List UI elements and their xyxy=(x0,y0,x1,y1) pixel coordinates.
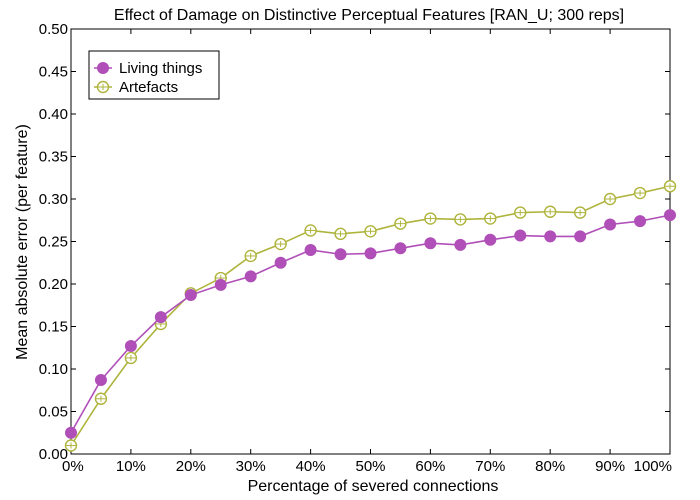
data-point xyxy=(604,218,617,231)
data-point xyxy=(484,212,497,225)
data-point xyxy=(634,215,647,228)
y-tick-label: 0.50 xyxy=(39,21,68,38)
x-tick-label: 100% xyxy=(634,458,672,475)
x-tick-label: 50% xyxy=(355,458,385,475)
data-point xyxy=(574,230,587,243)
y-axis: 0.00 0.05 0.10 0.15 0.20 0.25 0.30 0.35 0.40 0.45… xyxy=(39,21,670,463)
y-tick-label: 0.20 xyxy=(39,276,68,293)
data-point xyxy=(334,227,347,241)
data-point xyxy=(244,249,257,263)
y-tick-label: 0.15 xyxy=(39,319,68,336)
y-axis-title: Mean absolute error (per feature) xyxy=(14,124,31,360)
data-point xyxy=(394,217,407,230)
series-living-things xyxy=(65,209,676,439)
chart-title: Effect of Damage on Distinctive Perceptu… xyxy=(114,7,624,24)
x-axis: 0% 10% 20% 30% 40% 50% 60% 70% 80% 90% 100% xyxy=(62,29,672,475)
data-point xyxy=(424,212,437,225)
data-point xyxy=(214,278,227,291)
data-point xyxy=(544,205,557,218)
data-point xyxy=(573,206,587,219)
legend-item: Living things xyxy=(94,60,202,77)
data-point xyxy=(514,229,527,242)
data-point xyxy=(94,374,107,387)
data-point xyxy=(244,270,257,283)
data-point xyxy=(64,439,78,452)
y-tick-label: 0.40 xyxy=(39,106,68,123)
data-point xyxy=(274,256,287,269)
data-point xyxy=(424,237,437,250)
y-tick-label: 0.30 xyxy=(39,191,68,208)
data-point xyxy=(633,186,647,200)
x-axis-title: Percentage of severed connections xyxy=(248,478,499,495)
data-point xyxy=(364,225,377,238)
data-point xyxy=(184,289,197,302)
legend-box xyxy=(88,50,220,100)
x-tick-label: 30% xyxy=(236,458,266,475)
legend-label: Living things xyxy=(119,60,202,77)
y-tick-label: 0.05 xyxy=(39,404,68,421)
legend-label: Artefacts xyxy=(119,79,178,96)
data-point xyxy=(274,237,287,251)
data-point xyxy=(544,230,557,243)
data-point xyxy=(364,247,377,260)
legend-marker xyxy=(96,80,110,94)
x-tick-label: 80% xyxy=(535,458,565,475)
legend-item: Artefacts xyxy=(94,79,178,96)
y-tick-label: 0.10 xyxy=(39,361,68,378)
data-point xyxy=(663,180,677,193)
data-point xyxy=(664,209,676,222)
data-point xyxy=(454,213,467,226)
data-point xyxy=(304,244,317,256)
data-point xyxy=(514,206,527,219)
y-tick-label: 0.25 xyxy=(39,234,68,251)
x-tick-label: 90% xyxy=(595,458,625,475)
y-tick-label: 0.35 xyxy=(39,149,68,166)
data-point xyxy=(124,351,138,365)
x-tick-label: 0% xyxy=(62,458,84,475)
data-point xyxy=(304,224,317,237)
y-tick-label: 0.00 xyxy=(39,446,68,463)
x-tick-label: 40% xyxy=(296,458,326,475)
data-point xyxy=(65,426,77,439)
data-point xyxy=(484,233,497,246)
legend-marker xyxy=(97,62,109,74)
data-point xyxy=(454,238,467,251)
y-tick-label: 0.45 xyxy=(39,64,68,81)
legend: Living things Artefacts xyxy=(88,50,220,100)
x-tick-label: 60% xyxy=(415,458,445,475)
data-point xyxy=(154,311,167,324)
data-point xyxy=(124,340,137,353)
data-point xyxy=(394,242,407,255)
data-point xyxy=(603,192,617,206)
data-point xyxy=(94,392,108,405)
x-tick-label: 20% xyxy=(176,458,206,475)
x-tick-label: 70% xyxy=(475,458,505,475)
x-tick-label: 10% xyxy=(116,458,146,475)
series-layer xyxy=(64,180,677,452)
data-point xyxy=(334,248,347,261)
